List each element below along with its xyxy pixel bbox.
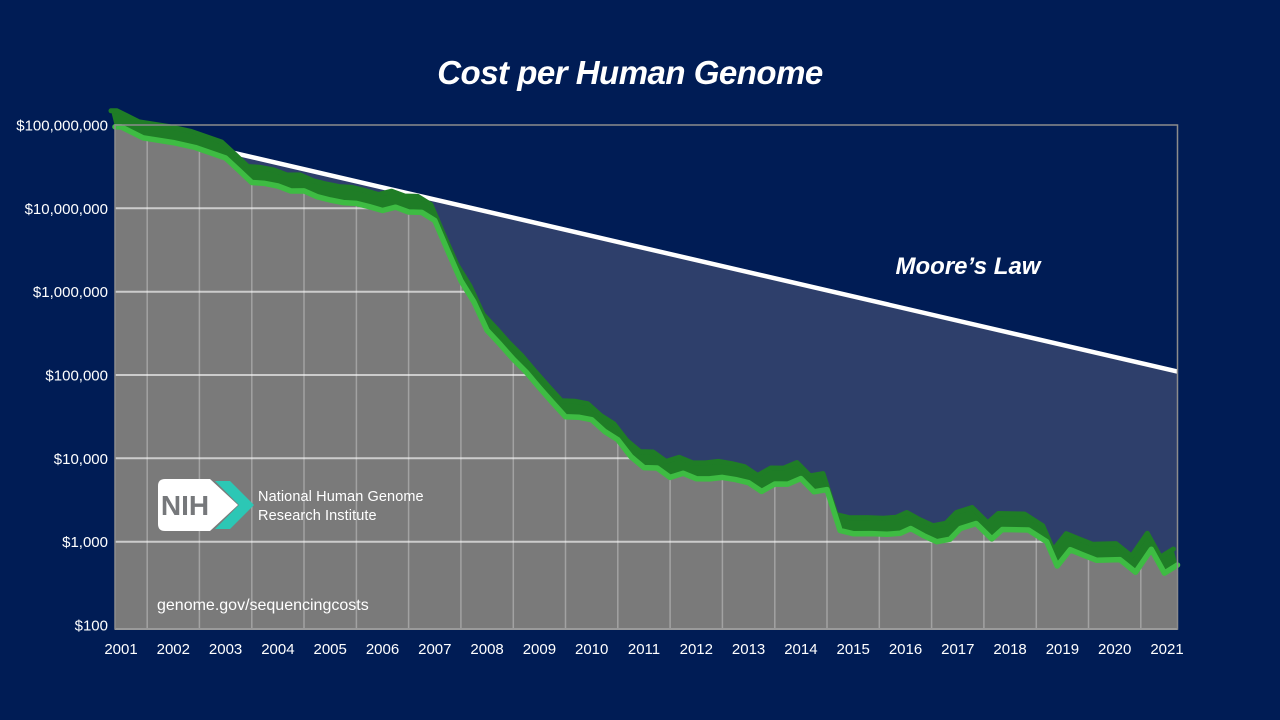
x-axis-label: 2002: [157, 641, 190, 658]
x-axis-label: 2020: [1098, 641, 1131, 658]
org-name-line2: Research Institute: [258, 508, 377, 524]
y-axis-label: $1,000,000: [33, 284, 108, 301]
x-axis-label: 2017: [941, 641, 974, 658]
y-axis-label: $100,000,000: [16, 118, 108, 135]
x-axis-label: 2003: [209, 641, 242, 658]
x-axis-label: 2016: [889, 641, 922, 658]
y-axis-label: $1,000: [62, 534, 108, 551]
x-axis-label: 2013: [732, 641, 765, 658]
x-axis-label: 2015: [837, 641, 870, 658]
site-url: genome.gov/sequencingcosts: [157, 597, 369, 614]
x-axis-label: 2010: [575, 641, 608, 658]
x-axis-label: 2012: [680, 641, 713, 658]
y-axis-label: $10,000: [54, 451, 108, 468]
x-axis-label: 2007: [418, 641, 451, 658]
x-axis-label: 2014: [784, 641, 817, 658]
x-axis-label: 2008: [470, 641, 503, 658]
cost-ribbon-edge: [108, 108, 1176, 560]
moore-law-label: Moore’s Law: [895, 253, 1041, 280]
nih-logo-text: NIH: [161, 490, 209, 521]
nih-logo-chevron-icon: [215, 481, 254, 529]
cost-line: [112, 124, 1181, 576]
org-name-line1: National Human Genome: [258, 489, 424, 505]
x-axis-label: 2006: [366, 641, 399, 658]
x-axis-label: 2018: [993, 641, 1026, 658]
x-axis-label: 2021: [1150, 641, 1183, 658]
x-axis-label: 2004: [261, 641, 294, 658]
page-title: Cost per Human Genome: [437, 54, 823, 91]
y-axis-label: $100,000: [45, 368, 108, 385]
nih-logo-arrow-box: [158, 479, 238, 531]
x-axis-label: 2005: [314, 641, 347, 658]
y-axis-label: $100: [75, 618, 108, 635]
x-axis-label: 2001: [104, 641, 137, 658]
x-axis-label: 2011: [628, 641, 660, 658]
y-axis-label: $10,000,000: [25, 201, 108, 218]
plot-frame: [114, 124, 1179, 630]
x-axis-label: 2009: [523, 641, 556, 658]
cost-area: [115, 126, 1178, 630]
nih-logo: NIH: [158, 479, 254, 531]
org-name: National Human Genome Research Institute: [258, 488, 424, 526]
x-axis-label: 2019: [1046, 641, 1079, 658]
